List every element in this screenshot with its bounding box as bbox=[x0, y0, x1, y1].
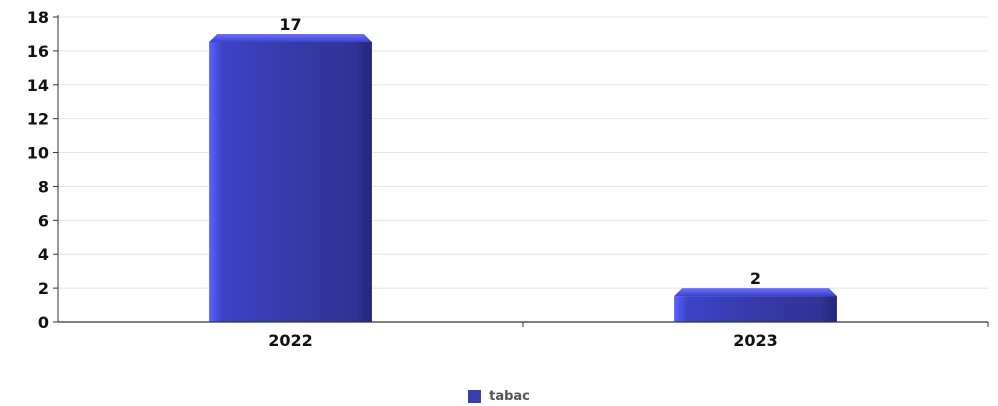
bar-side-2023 bbox=[828, 296, 837, 322]
data-label-2022: 17 bbox=[279, 15, 301, 34]
y-tick-label: 14 bbox=[27, 76, 49, 95]
y-tick-label: 2 bbox=[38, 279, 49, 298]
legend: tabac bbox=[0, 386, 998, 406]
grid-lines bbox=[58, 16, 988, 289]
y-tick-label: 10 bbox=[27, 144, 49, 163]
bar-cap-2022 bbox=[209, 33, 372, 42]
axes: 0 2 4 6 8 10 12 14 16 18 2022 2023 bbox=[27, 8, 989, 350]
y-tick-label: 0 bbox=[38, 313, 49, 332]
bars: 17 2 bbox=[209, 15, 837, 322]
x-tick-label-2023: 2023 bbox=[733, 331, 778, 350]
y-tick-label: 18 bbox=[27, 8, 49, 27]
data-label-2023: 2 bbox=[750, 269, 761, 288]
y-tick-label: 6 bbox=[38, 211, 49, 230]
y-tick-label: 4 bbox=[38, 245, 49, 264]
bar-2023 bbox=[674, 296, 837, 322]
bar-side-2022 bbox=[363, 41, 372, 322]
bar-cap-2023 bbox=[674, 288, 837, 297]
y-tick-label: 12 bbox=[27, 110, 49, 129]
legend-label-tabac: tabac bbox=[489, 388, 530, 404]
x-tick-label-2022: 2022 bbox=[268, 331, 313, 350]
y-tick-label: 8 bbox=[38, 177, 49, 196]
bar-2022 bbox=[209, 41, 372, 322]
y-tick-label: 16 bbox=[27, 42, 49, 61]
legend-swatch-tabac bbox=[468, 389, 482, 403]
bar-chart: 17 2 0 2 4 6 8 10 12 14 16 18 2022 2023 bbox=[27, 8, 989, 350]
